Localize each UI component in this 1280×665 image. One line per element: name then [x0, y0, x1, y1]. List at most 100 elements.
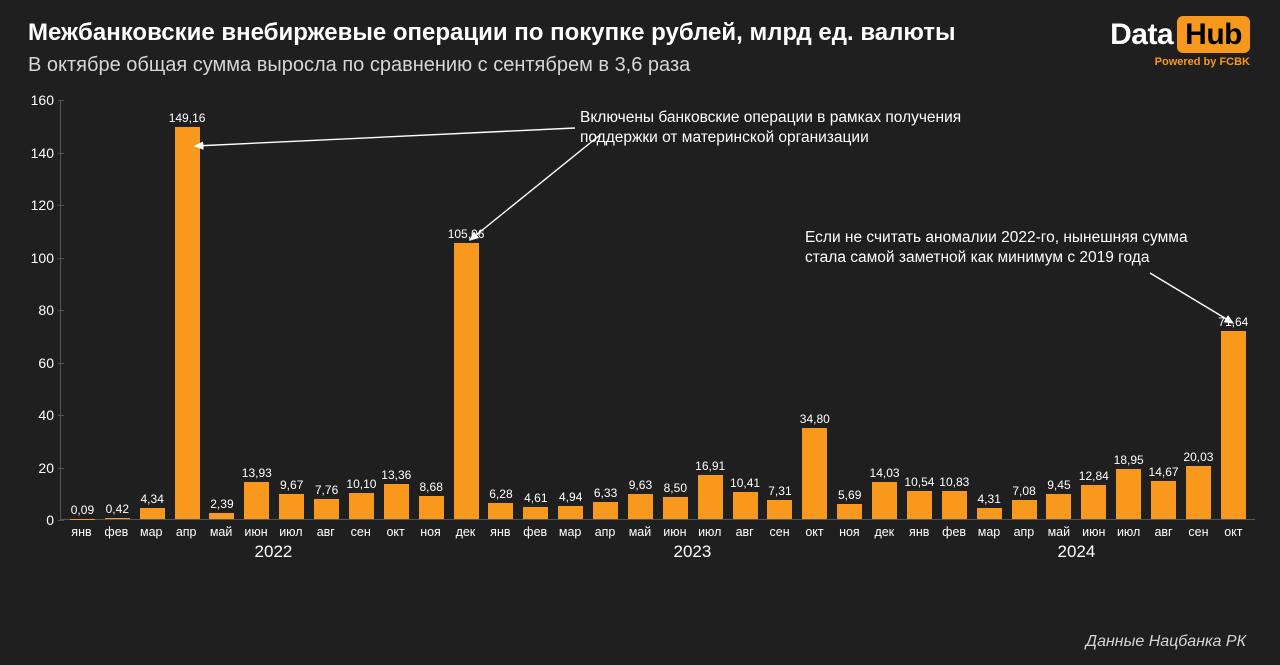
y-tick: 80 — [20, 302, 54, 318]
bar — [209, 513, 234, 519]
chart-header: Межбанковские внебиржевые операции по по… — [28, 18, 1252, 77]
x-tick-label: сен — [1181, 520, 1216, 539]
bar-slot: 5,69 — [832, 100, 867, 519]
x-tick-label: июн — [239, 520, 274, 539]
bar-value-label: 16,91 — [695, 459, 725, 473]
chart-subtitle: В октябре общая сумма выросла по сравнен… — [28, 54, 1252, 77]
bar-slot: 4,31 — [972, 100, 1007, 519]
bar — [1151, 481, 1176, 520]
bar-slot: 8,68 — [414, 100, 449, 519]
x-tick-label: фев — [99, 520, 134, 539]
x-tick-label: авг — [308, 520, 343, 539]
x-tick-label: июл — [1111, 520, 1146, 539]
bar-value-label: 71,64 — [1218, 315, 1248, 329]
bar — [454, 243, 479, 519]
bar — [279, 494, 304, 519]
annotation-1-line1: Включены банковские операции в рамках по… — [580, 108, 1040, 128]
bar-slot: 4,34 — [135, 100, 170, 519]
bar-slot: 14,67 — [1146, 100, 1181, 519]
x-tick-label: июл — [273, 520, 308, 539]
bar-slot: 149,16 — [170, 100, 205, 519]
x-tick-label: апр — [169, 520, 204, 539]
bar — [384, 484, 409, 519]
bar — [244, 482, 269, 519]
annotation-1-line2: поддержки от материнской организации — [580, 128, 1040, 148]
bar — [942, 491, 967, 519]
bar-slot: 0,09 — [65, 100, 100, 519]
x-tick-label: фев — [937, 520, 972, 539]
bar-value-label: 6,33 — [594, 486, 617, 500]
bar — [1046, 494, 1071, 519]
y-tick: 100 — [20, 250, 54, 266]
bar-slot: 13,36 — [379, 100, 414, 519]
x-tick-label: дек — [867, 520, 902, 539]
year-labels: 202220232024 — [60, 542, 1255, 564]
bar-slot: 9,67 — [274, 100, 309, 519]
chart-title: Межбанковские внебиржевые операции по по… — [28, 18, 1252, 48]
bar-value-label: 149,16 — [169, 111, 206, 125]
bar — [419, 496, 444, 519]
year-label: 2024 — [1058, 542, 1096, 562]
bar-slot: 8,50 — [658, 100, 693, 519]
bar-value-label: 10,54 — [904, 475, 934, 489]
x-tick-label: мар — [553, 520, 588, 539]
bar — [1081, 485, 1106, 519]
bar — [105, 518, 130, 519]
annotation-2-line1: Если не считать аномалии 2022-го, нынешн… — [805, 228, 1245, 248]
y-tick: 120 — [20, 197, 54, 213]
bar-slot: 2,39 — [205, 100, 240, 519]
bar-value-label: 14,67 — [1149, 465, 1179, 479]
bar — [977, 508, 1002, 519]
logo-right: Hub — [1177, 16, 1250, 53]
bar-slot: 7,08 — [1007, 100, 1042, 519]
x-tick-label: ноя — [832, 520, 867, 539]
x-tick-label: май — [204, 520, 239, 539]
bar — [733, 492, 758, 519]
x-tick-label: май — [623, 520, 658, 539]
bar-value-label: 6,28 — [489, 487, 512, 501]
bar-slot: 12,84 — [1076, 100, 1111, 519]
x-tick-label: янв — [902, 520, 937, 539]
y-tick: 0 — [20, 512, 54, 528]
plot: 0,090,424,34149,162,3913,939,677,7610,10… — [60, 100, 1255, 520]
bar-value-label: 4,34 — [141, 492, 164, 506]
bar — [593, 502, 618, 519]
x-axis-labels: янвфевмарапрмайиюниюлавгсеноктноядекянвф… — [60, 520, 1255, 539]
bar — [558, 506, 583, 519]
annotation-2: Если не считать аномалии 2022-го, нынешн… — [805, 228, 1245, 268]
x-tick-label: янв — [483, 520, 518, 539]
x-tick-label: июн — [657, 520, 692, 539]
bar-value-label: 9,67 — [280, 478, 303, 492]
bar — [628, 494, 653, 519]
bar-slot: 10,83 — [937, 100, 972, 519]
bar-value-label: 7,31 — [768, 484, 791, 498]
bar-slot: 4,61 — [518, 100, 553, 519]
bar-slot: 105,06 — [449, 100, 484, 519]
bar-value-label: 13,93 — [242, 466, 272, 480]
bar-slot: 13,93 — [239, 100, 274, 519]
y-tick: 60 — [20, 355, 54, 371]
x-tick-label: авг — [727, 520, 762, 539]
bar-slot: 6,33 — [588, 100, 623, 519]
bar — [767, 500, 792, 519]
bar-value-label: 9,63 — [629, 478, 652, 492]
bar-slot: 71,64 — [1216, 100, 1251, 519]
logo-sub: Powered by FCBK — [1110, 56, 1250, 68]
x-tick-label: май — [1041, 520, 1076, 539]
bars-container: 0,090,424,34149,162,3913,939,677,7610,10… — [61, 100, 1255, 519]
bar-slot: 10,54 — [902, 100, 937, 519]
bar — [1116, 469, 1141, 519]
bar — [698, 475, 723, 519]
x-tick-label: окт — [1216, 520, 1251, 539]
bar-value-label: 10,10 — [346, 477, 376, 491]
bar-value-label: 0,42 — [106, 502, 129, 516]
bar-slot: 9,45 — [1042, 100, 1077, 519]
bar-value-label: 12,84 — [1079, 469, 1109, 483]
bar-value-label: 2,39 — [210, 497, 233, 511]
annotation-1: Включены банковские операции в рамках по… — [580, 108, 1040, 148]
bar — [837, 504, 862, 519]
x-tick-label: апр — [588, 520, 623, 539]
bar-slot: 10,41 — [728, 100, 763, 519]
year-label: 2022 — [255, 542, 293, 562]
bar-value-label: 105,06 — [448, 227, 485, 241]
